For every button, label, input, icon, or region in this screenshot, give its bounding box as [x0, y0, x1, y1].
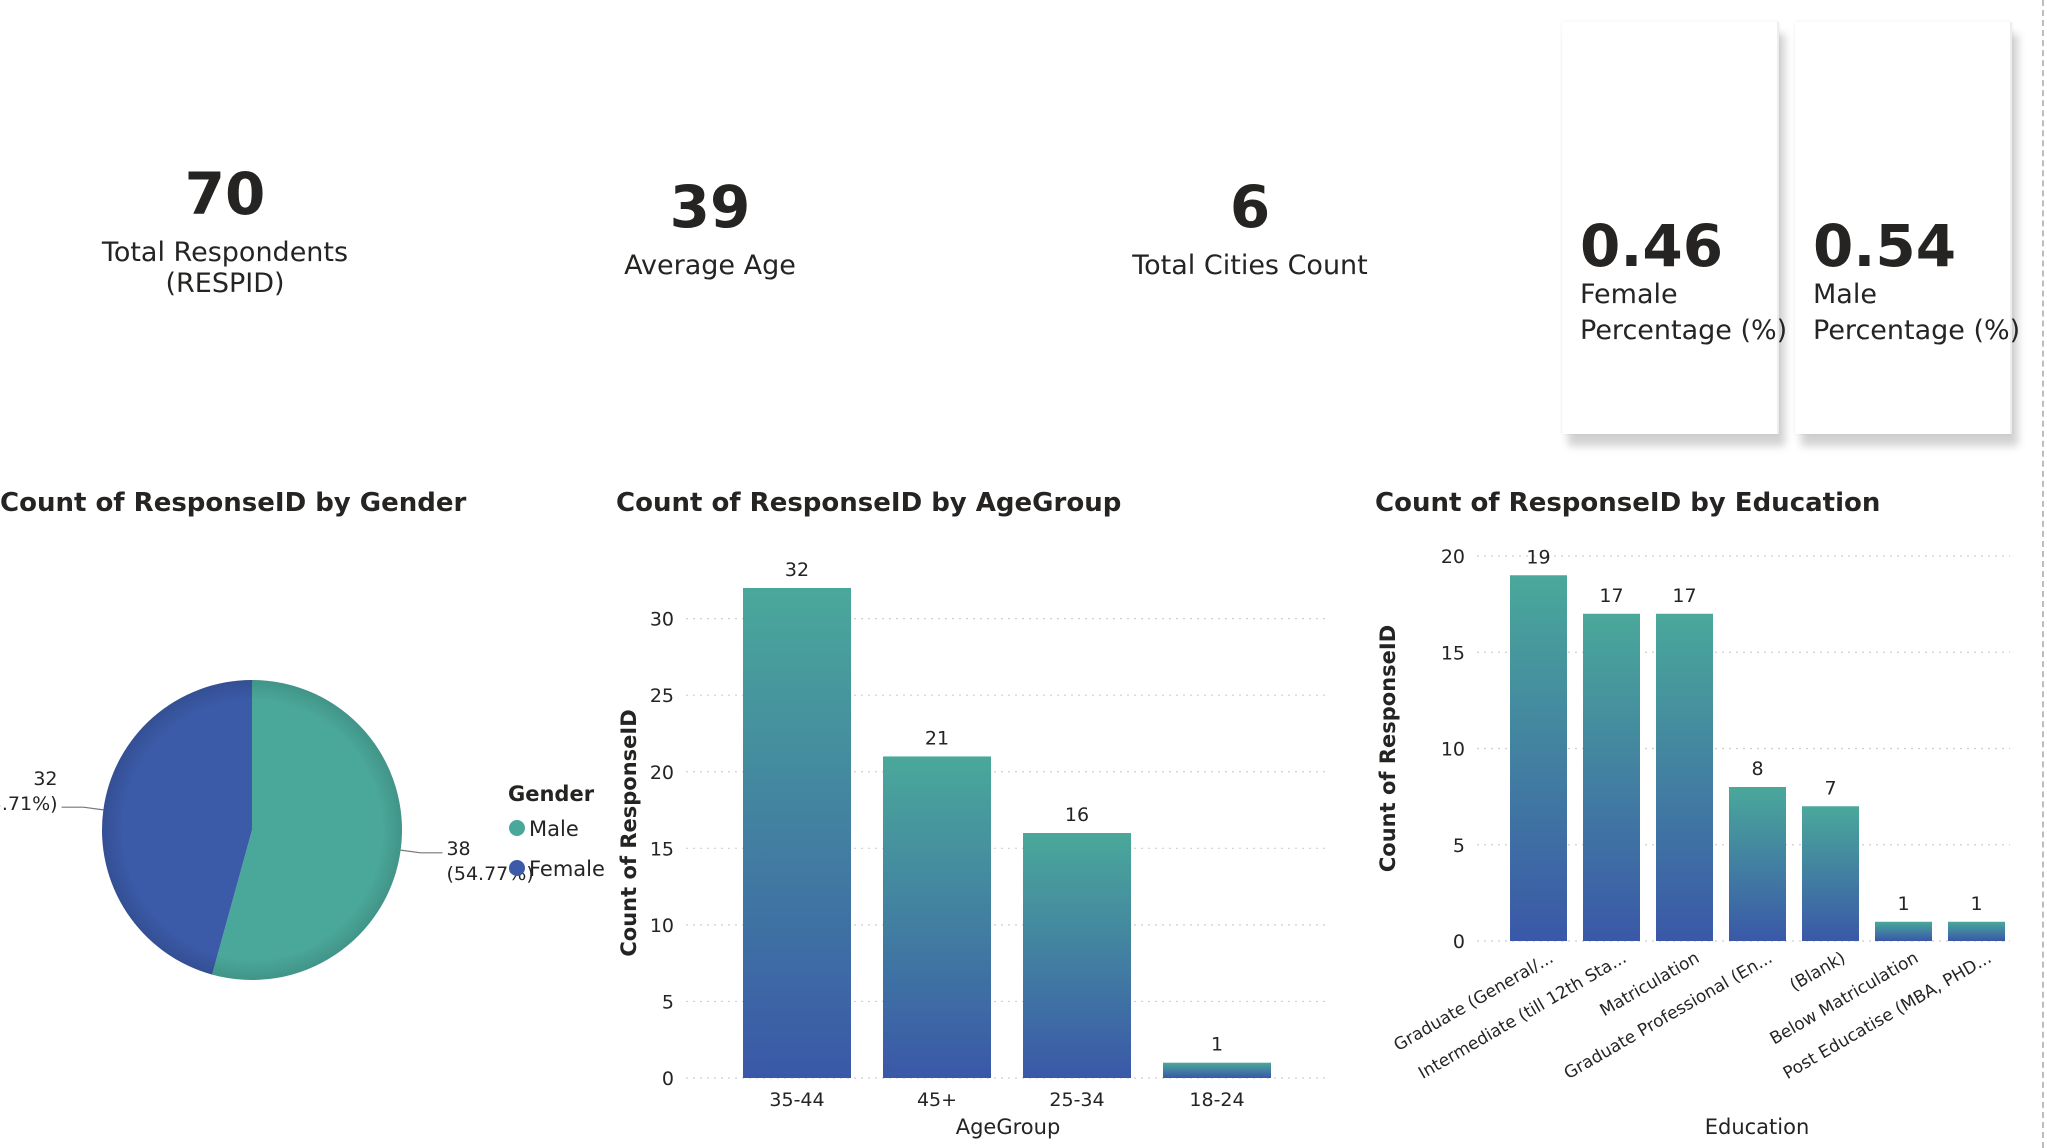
bar-data-label: 17 — [1672, 585, 1696, 607]
card-value: 0.46 — [1580, 212, 1724, 280]
y-tick-label: 5 — [662, 991, 674, 1013]
bar-1 — [1583, 613, 1640, 941]
x-tick-label: (Blank) — [1786, 948, 1849, 996]
bar-1 — [883, 756, 991, 1078]
kpi-value: 70 — [184, 160, 266, 228]
bar-data-label: 17 — [1599, 585, 1623, 607]
y-tick-label: 10 — [650, 915, 674, 937]
y-tick-label: 0 — [1453, 931, 1465, 953]
x-tick-label: 18-24 — [1189, 1089, 1244, 1111]
x-tick-label: 45+ — [917, 1089, 957, 1111]
bar-2 — [1023, 833, 1131, 1078]
pie-percent-label: (45.71%) — [0, 793, 58, 815]
y-tick-label: 20 — [650, 762, 674, 784]
bar-6 — [1948, 921, 2005, 941]
bar-data-label: 7 — [1824, 777, 1836, 799]
gender-legend-title: Gender — [508, 782, 595, 806]
kpi-value: 39 — [669, 173, 751, 241]
card-male-percentage[interactable]: 0.54 Male Percentage (%) — [1795, 22, 2020, 434]
bar-data-label: 1 — [1211, 1034, 1223, 1056]
y-tick-label: 20 — [1441, 546, 1465, 568]
card-female-percentage[interactable]: 0.46 Female Percentage (%) — [1562, 22, 1787, 434]
x-axis-title: Education — [1705, 1115, 1810, 1139]
pie-leader-line — [61, 806, 104, 811]
bar-3 — [1729, 787, 1786, 941]
bar-data-label: 1 — [1970, 893, 1982, 915]
bar-5 — [1875, 921, 1932, 941]
bar-2 — [1656, 613, 1713, 941]
kpi-total-cities: 6 Total Cities Count — [1100, 178, 1400, 281]
pie-value-label: 32 — [33, 768, 57, 790]
kpi-total-respondents: 70 Total Respondents (RESPID) — [40, 165, 410, 299]
bar-data-label: 32 — [785, 559, 809, 581]
card-label: Female Percentage (%) — [1580, 279, 1788, 346]
y-axis-title: Count of ResponseID — [617, 709, 641, 956]
kpi-value: 6 — [1229, 173, 1271, 241]
kpi-label: Average Age — [624, 250, 796, 281]
x-tick-label: 35-44 — [769, 1089, 824, 1111]
y-tick-label: 15 — [650, 838, 674, 860]
bar-data-label: 21 — [925, 727, 949, 749]
kpi-label: Total Cities Count — [1132, 250, 1368, 281]
y-tick-label: 10 — [1441, 739, 1465, 761]
bar-0 — [743, 588, 851, 1078]
legend-label-male: Male — [529, 817, 579, 841]
bar-data-label: 8 — [1751, 758, 1763, 780]
bar-3 — [1163, 1062, 1271, 1078]
y-tick-label: 5 — [1453, 835, 1465, 857]
gender-chart-title: Count of ResponseID by Gender — [0, 488, 467, 518]
education-chart-title: Count of ResponseID by Education — [1375, 488, 1881, 518]
card-value: 0.54 — [1813, 212, 1957, 280]
pie-rim-shade — [102, 680, 402, 980]
bar-4 — [1802, 806, 1859, 941]
kpi-average-age: 39 Average Age — [560, 178, 860, 281]
x-tick-label: 25-34 — [1049, 1089, 1104, 1111]
bar-data-label: 1 — [1897, 893, 1909, 915]
y-axis-title: Count of ResponseID — [1376, 625, 1400, 872]
y-tick-label: 15 — [1441, 642, 1465, 664]
y-tick-label: 30 — [650, 609, 674, 631]
page-edge-divider — [2042, 0, 2044, 1148]
y-tick-label: 0 — [662, 1068, 674, 1090]
pie-leader-line — [400, 849, 443, 854]
bar-data-label: 19 — [1526, 546, 1550, 568]
x-axis-title: AgeGroup — [956, 1115, 1061, 1139]
legend-label-female: Female — [529, 857, 605, 881]
bar-0 — [1510, 575, 1567, 941]
kpi-label: Total Respondents (RESPID) — [101, 237, 349, 299]
legend-marker-female — [509, 860, 525, 876]
agegroup-chart-title: Count of ResponseID by AgeGroup — [616, 488, 1122, 518]
y-tick-label: 25 — [650, 685, 674, 707]
bar-data-label: 16 — [1065, 804, 1089, 826]
legend-marker-male — [509, 820, 525, 836]
card-label: Male Percentage (%) — [1813, 279, 2021, 346]
pie-value-label: 38 — [446, 838, 470, 860]
